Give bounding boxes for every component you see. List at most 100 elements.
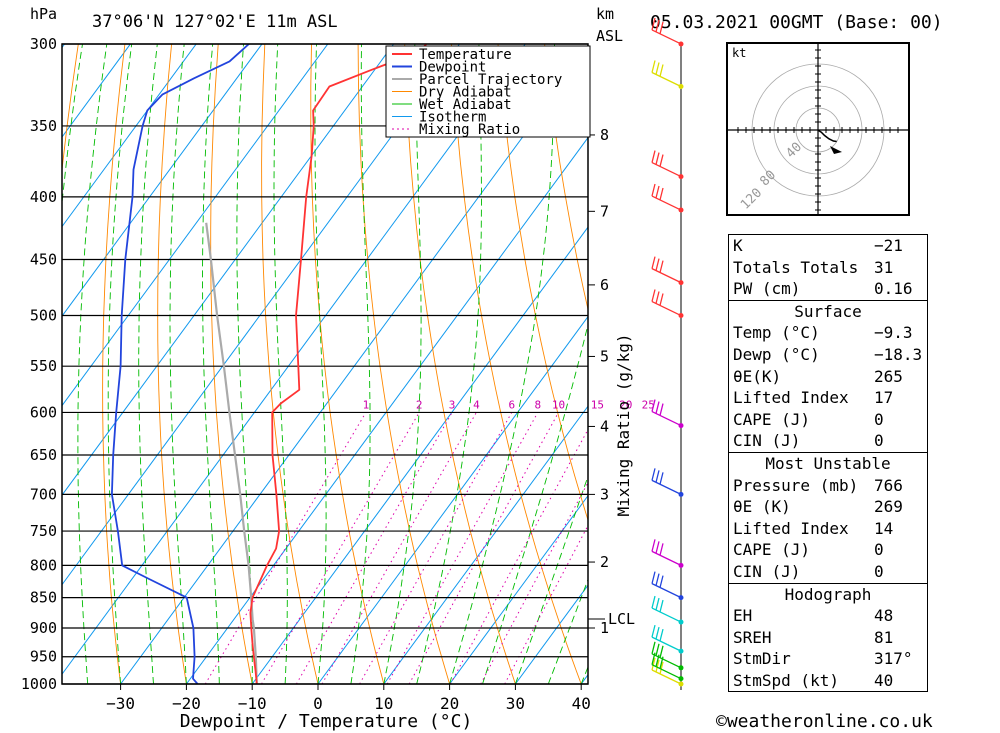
index-row: Lifted Index 17	[729, 387, 927, 409]
wind-barb-staff	[651, 607, 682, 623]
index-row: PW (cm) 0.16	[729, 278, 927, 300]
mixing-ratio-label: 6	[508, 398, 515, 411]
pressure-tick-label: 400	[30, 188, 57, 206]
legend-label-mixing-ratio: Mixing Ratio	[419, 122, 520, 138]
mixing-ratio-label: 4	[473, 398, 480, 411]
index-row: CAPE (J) 0	[729, 539, 927, 561]
wind-barb-flag	[651, 256, 656, 269]
mixing-ratio-line	[261, 412, 420, 684]
dry-adiabat-line	[210, 44, 253, 684]
hodograph-section-title: Hodograph	[784, 584, 872, 604]
wind-barb	[651, 468, 684, 497]
wet-adiabat-line	[202, 44, 220, 684]
wet-adiabat-line	[107, 44, 133, 684]
temperature-line	[249, 44, 428, 684]
wind-barb-flag	[651, 539, 656, 552]
wet-adiabat-line	[416, 44, 482, 684]
index-row: StmSpd (kt) 40	[729, 670, 927, 692]
wind-barb-flag	[659, 575, 664, 588]
index-row: Lifted Index 14	[729, 518, 927, 540]
pressure-tick-label: 500	[30, 307, 57, 325]
skew-t-chart: 3003504004505005506006507007508008509009…	[21, 17, 721, 732]
index-label: Lifted Index	[733, 388, 849, 408]
dry-adiabat-line	[102, 44, 126, 684]
index-row: K −21	[729, 235, 927, 257]
index-label: StmSpd (kt)	[733, 670, 839, 690]
isotherm-line	[62, 44, 526, 676]
lcl-label: LCL	[608, 610, 635, 628]
wind-barb-flag	[655, 152, 660, 165]
index-label: CAPE (J)	[733, 409, 811, 429]
mixing-ratio-axis-title: Mixing Ratio (g/kg)	[614, 333, 633, 516]
mixing-ratio-line	[359, 412, 513, 684]
wind-barb	[651, 256, 684, 286]
isotherm-line	[62, 44, 263, 317]
parcel-trajectory-line	[205, 222, 258, 684]
wind-barb-dot	[678, 562, 684, 568]
index-row: Dewp (°C) −18.3	[729, 344, 927, 366]
km-tick-label: 6	[600, 276, 609, 294]
wind-barb	[651, 657, 684, 687]
index-value: 17	[874, 388, 894, 408]
wind-barb-staff	[651, 669, 682, 685]
wind-barb	[651, 595, 684, 625]
wind-barb-dot	[678, 280, 684, 286]
mixing-ratio-label: 8	[534, 398, 541, 411]
isotherm-line	[62, 44, 395, 497]
wind-barb-flag	[651, 17, 656, 31]
wind-barb-flag	[651, 468, 656, 481]
index-row: StmDir 317°	[729, 648, 927, 670]
wind-barb	[651, 183, 684, 213]
index-value: 317°	[874, 649, 913, 669]
wind-barb-staff	[651, 664, 682, 680]
forecast-datetime: 05.03.2021 00GMT (Base: 00)	[650, 12, 943, 33]
wet-adiabat-line	[314, 44, 327, 684]
wind-barb	[651, 539, 684, 568]
wet-adiabat-line	[138, 44, 158, 684]
most-unstable-section-title: Most Unstable	[765, 453, 891, 473]
index-value: 31	[874, 257, 894, 277]
wind-barb-dot	[678, 423, 684, 429]
wind-barb-flag	[659, 64, 664, 77]
wet-adiabat-line	[514, 474, 588, 684]
index-value: −9.3	[874, 323, 913, 343]
dewpoint-line	[111, 44, 250, 684]
index-label: θE(K)	[733, 366, 782, 386]
wind-barb-flag	[655, 401, 660, 414]
wind-barb-flag	[659, 187, 664, 201]
wind-barb-flag	[651, 289, 656, 302]
hodograph-unit-label: kt	[732, 46, 746, 60]
mixing-ratio-label: 10	[552, 398, 565, 411]
pressure-tick-label: 450	[30, 251, 57, 269]
wind-barb	[651, 60, 684, 90]
index-value: 40	[874, 670, 894, 690]
temperature-tick-label: 40	[572, 694, 591, 713]
index-value: 0	[874, 431, 884, 451]
isotherm-line	[120, 47, 588, 684]
index-value: 48	[874, 606, 894, 626]
wind-barb-flag	[655, 573, 660, 586]
wet-adiabat-line	[77, 44, 108, 684]
wet-adiabat-line	[169, 44, 187, 684]
mixing-ratio-label: 2	[416, 398, 423, 411]
km-tick-label: 2	[600, 553, 609, 571]
wind-barb-flag	[655, 291, 660, 304]
wind-barb-flag	[659, 628, 664, 642]
wind-barb-flag	[655, 19, 660, 33]
index-value: 0	[874, 409, 884, 429]
legend-label-dry-adiabat: Dry Adiabat	[419, 85, 512, 101]
temperature-tick-label: 20	[440, 694, 459, 713]
mixing-ratio-label: 3	[449, 398, 456, 411]
surface-section-title: Surface	[794, 301, 862, 321]
wind-barb-flag	[659, 543, 664, 556]
wind-barb-flag	[655, 597, 660, 611]
mixing-ratio-line	[449, 428, 588, 684]
x-axis-title: Dewpoint / Temperature (°C)	[180, 711, 473, 732]
wind-barb-dot	[678, 207, 684, 213]
km-tick-label: 5	[600, 347, 609, 365]
dry-adiabat-line	[685, 44, 721, 684]
wind-barb-flag	[651, 571, 656, 584]
pressure-tick-label: 650	[30, 446, 57, 464]
km-tick-label: 8	[600, 126, 609, 144]
index-label: Temp (°C)	[733, 323, 820, 343]
